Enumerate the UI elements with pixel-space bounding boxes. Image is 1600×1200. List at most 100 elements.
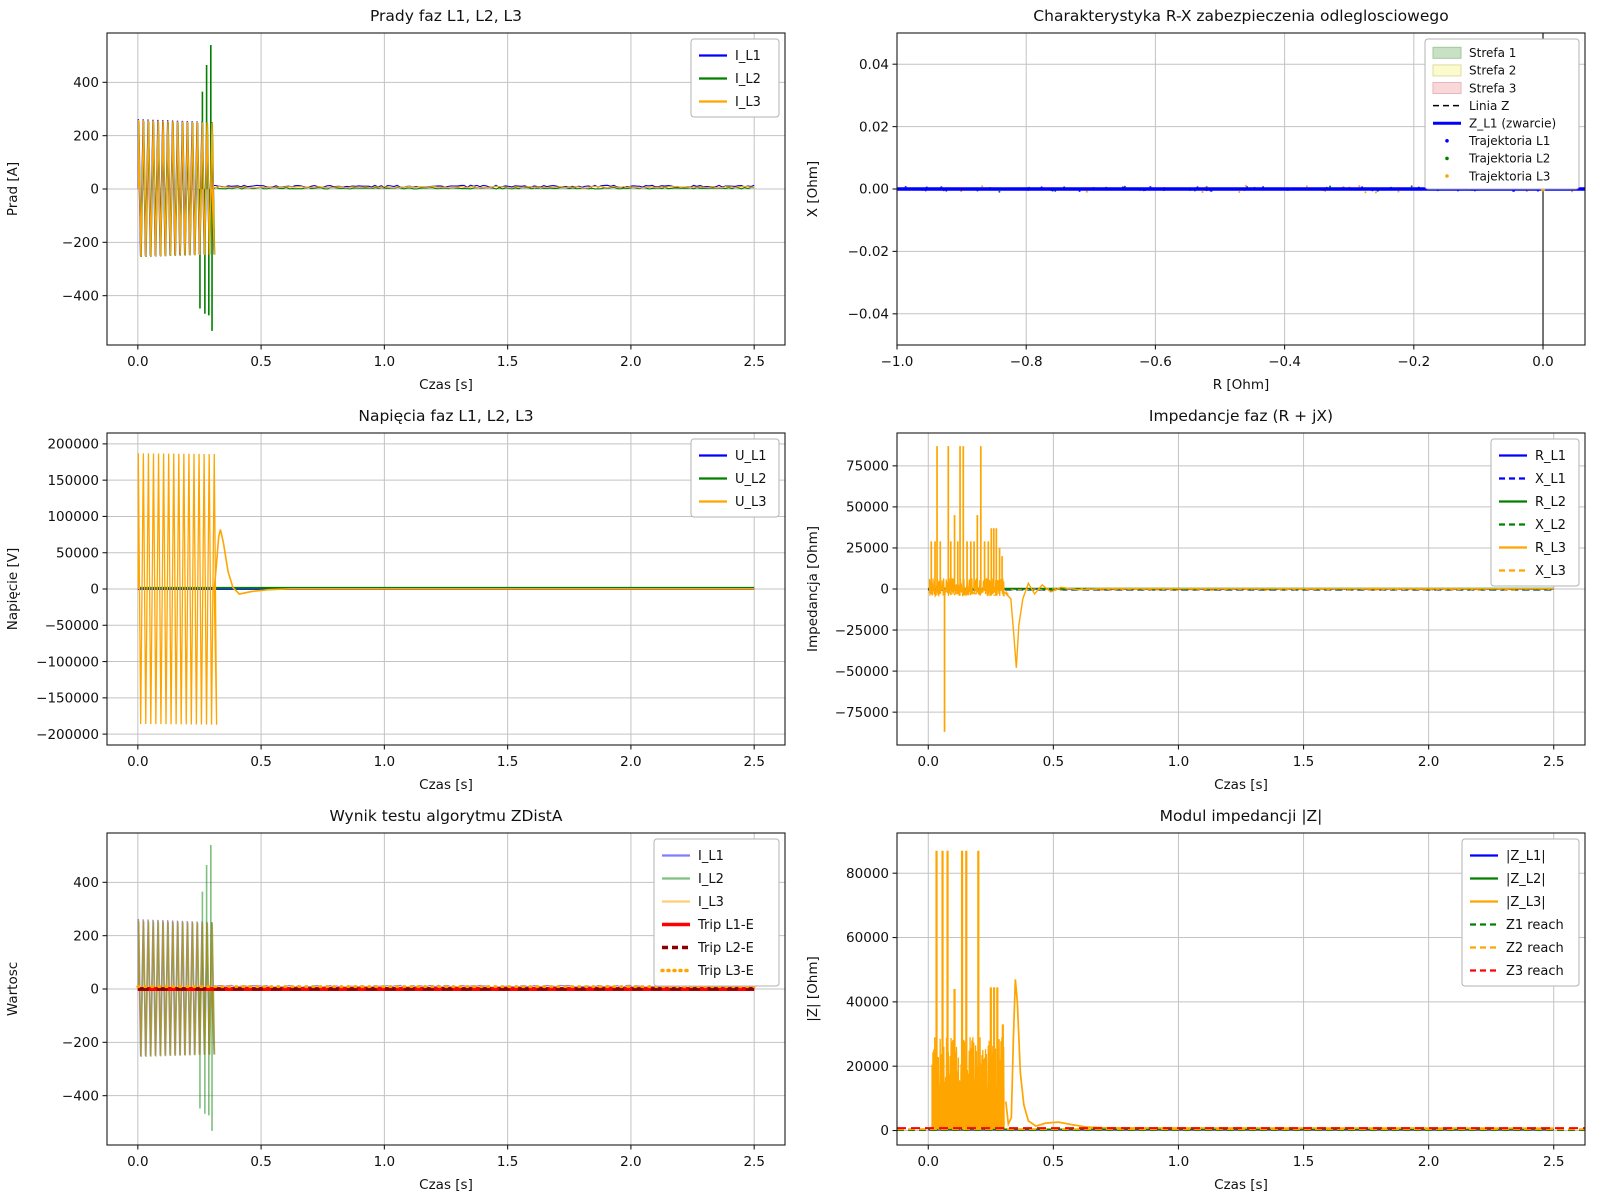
svg-text:0.0: 0.0	[1532, 354, 1553, 370]
svg-text:1.0: 1.0	[1168, 1154, 1189, 1170]
svg-text:1.5: 1.5	[1293, 1154, 1314, 1170]
zdista-test-chart-svg: 0.0 0.5 1.0 1.5 2.0 2.5 −400 −200 0 200 400 Wynik t…	[0, 800, 800, 1200]
svg-text:2.0: 2.0	[620, 754, 641, 770]
svg-text:U_L2: U_L2	[735, 472, 767, 487]
svg-text:Czas [s]: Czas [s]	[1214, 777, 1268, 793]
svg-text:I_L1: I_L1	[698, 849, 724, 864]
svg-text:X [Ohm]: X [Ohm]	[805, 161, 821, 217]
svg-text:0.5: 0.5	[250, 354, 271, 370]
svg-text:I_L3: I_L3	[735, 95, 761, 110]
svg-text:1.5: 1.5	[497, 754, 518, 770]
svg-text:−100000: −100000	[36, 654, 99, 670]
currents-chart-svg: 0.0 0.5 1.0 1.5 2.0 2.5 −400 −200 0 200 400 Prady f…	[0, 0, 800, 400]
svg-text:−0.02: −0.02	[848, 244, 889, 260]
svg-text:|Z_L1|: |Z_L1|	[1506, 849, 1546, 864]
svg-text:1.5: 1.5	[497, 354, 518, 370]
svg-text:200: 200	[73, 128, 99, 144]
impedance-modulus-chart-svg: 0.0 0.5 1.0 1.5 2.0 2.5 0 20000 40000 60000 80000 M…	[800, 800, 1600, 1200]
svg-text:−0.8: −0.8	[1010, 354, 1043, 370]
svg-text:Prad [A]: Prad [A]	[5, 162, 21, 216]
svg-text:2.0: 2.0	[620, 1154, 641, 1170]
svg-text:Modul impedancji |Z|: Modul impedancji |Z|	[1160, 807, 1323, 825]
subplot-impedances: 0.0 0.5 1.0 1.5 2.0 2.5 −75000 −50000 −25000 0 250…	[800, 400, 1600, 800]
svg-text:75000: 75000	[846, 459, 889, 475]
svg-text:0: 0	[880, 582, 889, 598]
svg-text:80000: 80000	[846, 866, 889, 882]
svg-text:0.5: 0.5	[1043, 754, 1064, 770]
svg-text:R [Ohm]: R [Ohm]	[1213, 377, 1270, 393]
svg-text:X_L3: X_L3	[1535, 564, 1566, 579]
svg-text:Trip L3-E: Trip L3-E	[697, 964, 754, 979]
svg-text:1.0: 1.0	[374, 1154, 395, 1170]
svg-text:Strefa 3: Strefa 3	[1469, 81, 1516, 95]
svg-text:150000: 150000	[47, 473, 99, 489]
svg-text:Impedancja [Ohm]: Impedancja [Ohm]	[805, 526, 821, 652]
subplot-rx-characteristic: −1.0 −0.8 −0.6 −0.4 −0.2 0.0 −0.04 −0.02 0.00 0.0…	[800, 0, 1600, 400]
svg-text:0.02: 0.02	[859, 119, 889, 135]
svg-text:Trajektoria L1: Trajektoria L1	[1468, 134, 1550, 148]
svg-text:0.0: 0.0	[127, 1154, 148, 1170]
svg-text:2.0: 2.0	[1418, 1154, 1439, 1170]
svg-text:400: 400	[73, 875, 99, 891]
svg-text:Wynik testu algorytmu ZDistA: Wynik testu algorytmu ZDistA	[330, 807, 563, 825]
svg-text:−200: −200	[62, 1035, 99, 1051]
svg-text:Wartosc: Wartosc	[5, 962, 21, 1016]
svg-text:R_L1: R_L1	[1535, 449, 1566, 464]
svg-text:1.5: 1.5	[1293, 754, 1314, 770]
svg-text:−0.6: −0.6	[1139, 354, 1172, 370]
svg-text:0.0: 0.0	[918, 1154, 939, 1170]
svg-text:−1.0: −1.0	[881, 354, 914, 370]
svg-text:20000: 20000	[846, 1059, 889, 1075]
svg-text:Prady faz L1, L2, L3: Prady faz L1, L2, L3	[370, 7, 522, 25]
impedances-chart-svg: 0.0 0.5 1.0 1.5 2.0 2.5 −75000 −50000 −25000 0 250…	[800, 400, 1600, 800]
svg-text:2.5: 2.5	[743, 354, 764, 370]
voltages-chart-svg: 0.0 0.5 1.0 1.5 2.0 2.5 −200000 −150000 −100000 −…	[0, 400, 800, 800]
svg-text:0.0: 0.0	[918, 754, 939, 770]
svg-text:Z_L1 (zwarcie): Z_L1 (zwarcie)	[1469, 117, 1556, 131]
svg-text:R_L3: R_L3	[1535, 541, 1566, 556]
svg-text:1.0: 1.0	[374, 354, 395, 370]
svg-text:X_L1: X_L1	[1535, 472, 1566, 487]
svg-text:−150000: −150000	[36, 691, 99, 707]
svg-text:Czas [s]: Czas [s]	[419, 377, 473, 393]
svg-text:I_L1: I_L1	[735, 49, 761, 64]
svg-text:25000: 25000	[846, 541, 889, 557]
svg-text:2.5: 2.5	[743, 754, 764, 770]
svg-text:−0.04: −0.04	[848, 307, 889, 323]
svg-text:Czas [s]: Czas [s]	[1214, 1177, 1268, 1193]
svg-text:200000: 200000	[47, 437, 99, 453]
svg-text:Linia Z: Linia Z	[1469, 99, 1509, 113]
svg-text:0.04: 0.04	[859, 57, 889, 73]
svg-text:−400: −400	[62, 288, 99, 304]
svg-text:Strefa 1: Strefa 1	[1469, 46, 1516, 60]
svg-text:2.5: 2.5	[743, 1154, 764, 1170]
svg-text:0.0: 0.0	[127, 754, 148, 770]
svg-text:−50000: −50000	[835, 664, 889, 680]
svg-text:100000: 100000	[47, 509, 99, 525]
svg-text:Trajektoria L2: Trajektoria L2	[1468, 152, 1550, 166]
svg-text:−0.2: −0.2	[1397, 354, 1430, 370]
svg-text:−50000: −50000	[45, 618, 99, 634]
svg-text:Impedancje faz (R + jX): Impedancje faz (R + jX)	[1149, 407, 1333, 425]
svg-text:2.5: 2.5	[1543, 754, 1564, 770]
svg-text:2.5: 2.5	[1543, 1154, 1564, 1170]
svg-text:Strefa 2: Strefa 2	[1469, 64, 1516, 78]
rx-characteristic-chart-svg: −1.0 −0.8 −0.6 −0.4 −0.2 0.0 −0.04 −0.02 0.00 0.0…	[800, 0, 1600, 400]
subplot-zdista-test: 0.0 0.5 1.0 1.5 2.0 2.5 −400 −200 0 200 400 Wynik t…	[0, 800, 800, 1200]
svg-text:400: 400	[73, 75, 99, 91]
svg-text:200: 200	[73, 928, 99, 944]
svg-text:0: 0	[90, 182, 99, 198]
svg-text:−25000: −25000	[835, 623, 889, 639]
svg-text:50000: 50000	[846, 500, 889, 516]
svg-text:−0.4: −0.4	[1268, 354, 1301, 370]
svg-text:0: 0	[880, 1123, 889, 1139]
svg-text:1.0: 1.0	[374, 754, 395, 770]
svg-text:Trip L2-E: Trip L2-E	[697, 941, 754, 956]
svg-text:2.0: 2.0	[620, 354, 641, 370]
svg-text:U_L1: U_L1	[735, 449, 767, 464]
svg-text:50000: 50000	[56, 545, 99, 561]
svg-text:Czas [s]: Czas [s]	[419, 1177, 473, 1193]
svg-text:0: 0	[90, 582, 99, 598]
svg-text:U_L3: U_L3	[735, 495, 767, 510]
